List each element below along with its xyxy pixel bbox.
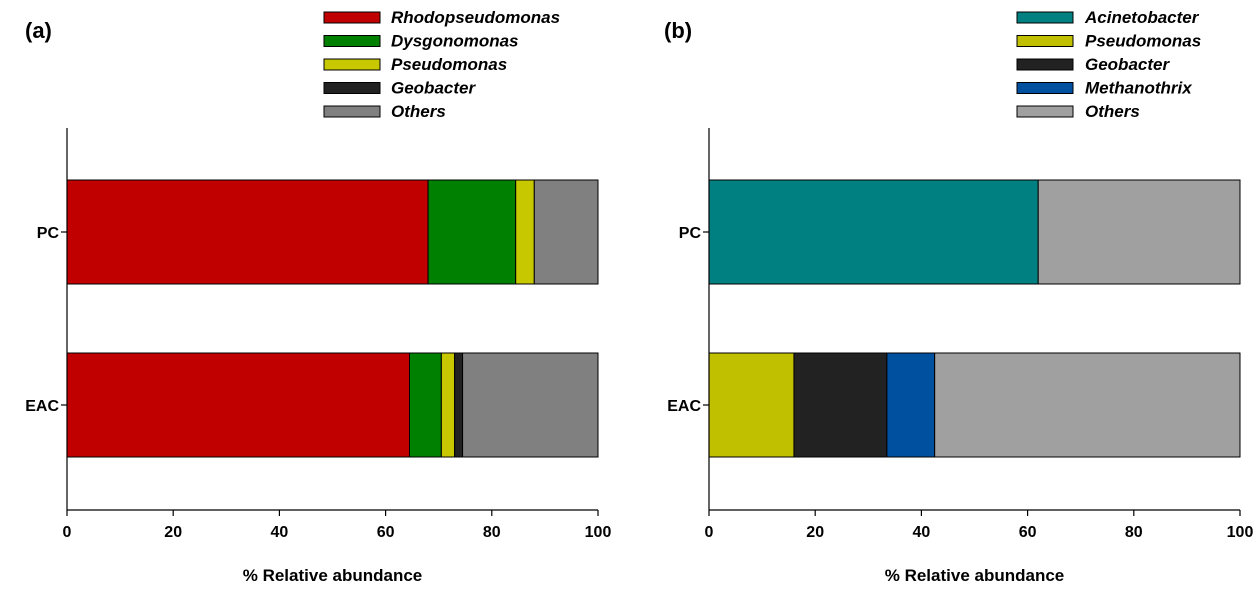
x-tick-label: 0	[63, 524, 72, 541]
legend-label: Geobacter	[1085, 55, 1170, 74]
legend-label: Dysgonomonas	[391, 32, 519, 51]
x-tick-label: 20	[164, 524, 182, 541]
legend-label: Geobacter	[391, 79, 476, 98]
x-tick-label: 40	[271, 524, 289, 541]
y-tick-label: EAC	[667, 398, 701, 415]
chart-panel-a: (a) Rhodopseudomonas Dysgonomonas Pseudomon…	[25, 8, 611, 585]
legend-swatch	[323, 105, 381, 118]
panel-label: (a)	[25, 18, 52, 43]
x-tick-label: 100	[585, 524, 612, 541]
bar-segment	[515, 179, 535, 285]
y-tick-label: PC	[37, 225, 60, 242]
x-tick-label: 40	[913, 524, 931, 541]
bar-segment	[708, 179, 1039, 285]
bar-segment	[66, 352, 410, 458]
legend-swatch	[323, 82, 381, 94]
x-axis-title: % Relative abundance	[243, 566, 423, 585]
panel-label: (b)	[664, 18, 692, 43]
bar-segment	[408, 352, 442, 458]
bar-segment	[934, 352, 1241, 458]
x-tick-label: 100	[1227, 524, 1254, 541]
legend-swatch	[1016, 11, 1074, 24]
bar-segment	[462, 352, 599, 458]
legend-swatch	[1016, 105, 1074, 118]
legend-label: Pseudomonas	[1085, 32, 1201, 51]
bar-segment	[708, 352, 795, 458]
x-tick-label: 60	[1019, 524, 1037, 541]
bar-segment	[533, 179, 599, 285]
legend-label: Pseudomonas	[391, 55, 507, 74]
legend-swatch	[1016, 58, 1074, 71]
bar-segment	[440, 352, 456, 458]
bar-segment	[427, 179, 517, 285]
y-tick-label: PC	[679, 225, 702, 242]
legend-label: Rhodopseudomonas	[391, 8, 560, 27]
x-axis-title: % Relative abundance	[885, 566, 1065, 585]
bar-segment	[886, 352, 936, 458]
x-tick-label: 60	[377, 524, 395, 541]
x-tick-label: 0	[705, 524, 714, 541]
x-tick-label: 20	[806, 524, 824, 541]
legend-swatch	[323, 58, 381, 71]
bar-segment	[454, 352, 464, 458]
y-tick-label: EAC	[25, 398, 59, 415]
x-tick-label: 80	[1125, 524, 1143, 541]
chart-panel-b: (b) Acinetobacter Pseudomonas Geobacter Meth…	[664, 8, 1253, 585]
legend-label: Others	[1085, 102, 1140, 121]
legend-swatch	[1016, 82, 1074, 94]
legend-label: Acinetobacter	[1084, 8, 1200, 27]
legend-label: Methanothrix	[1085, 79, 1193, 98]
legend-label: Others	[391, 102, 446, 121]
bar-segment	[1037, 179, 1241, 285]
legend-swatch	[323, 35, 381, 47]
bar-segment	[793, 352, 888, 458]
legend-swatch	[323, 11, 381, 24]
legend-swatch	[1016, 35, 1074, 47]
bar-segment	[66, 179, 429, 285]
x-tick-label: 80	[483, 524, 501, 541]
